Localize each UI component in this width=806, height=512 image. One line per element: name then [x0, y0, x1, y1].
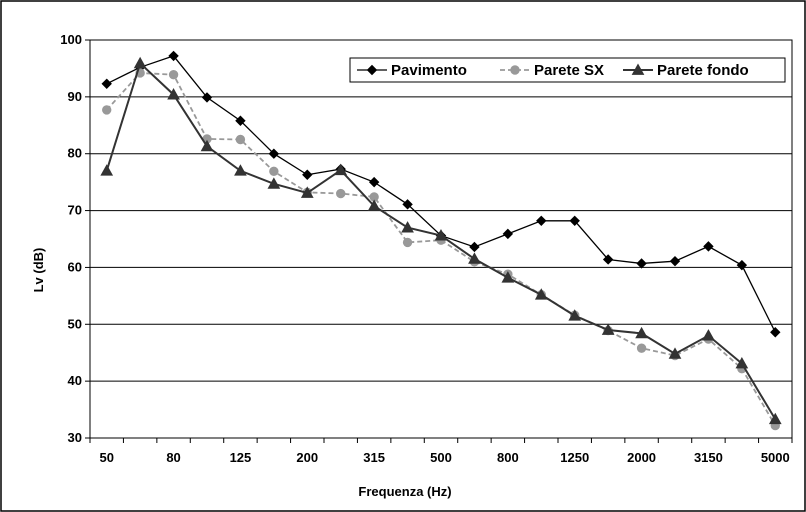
data-point-parete-fondo [334, 163, 348, 176]
data-point-parete-fondo [568, 309, 582, 321]
data-point-pavimento [669, 255, 681, 267]
data-point-parete-fondo [367, 199, 381, 211]
data-point-pavimento [235, 115, 246, 126]
x-axis-title: Frequenza (Hz) [358, 484, 451, 499]
series-group [100, 50, 782, 431]
x-tick-label: 5000 [761, 450, 790, 465]
x-tick-label: 125 [230, 450, 252, 465]
axes: 30 40 50 60 70 80 90 100 50 80 125 200 315 500 800 1250… [60, 32, 793, 465]
x-tick-label: 3150 [694, 450, 723, 465]
data-point-pavimento [703, 241, 714, 252]
data-point-parete-sx [102, 105, 112, 115]
legend-item-parete-fondo: Parete fondo [623, 62, 749, 79]
legend-label: Parete fondo [657, 62, 749, 79]
data-point-parete-fondo [668, 347, 682, 359]
x-tick-label: 1250 [560, 450, 589, 465]
data-point-parete-fondo [534, 288, 548, 300]
legend-label: Parete SX [534, 62, 604, 79]
x-tick-label: 315 [363, 450, 385, 465]
data-point-parete-sx [336, 188, 346, 199]
data-point-parete-sx [235, 134, 246, 145]
series-parete-fondo [100, 56, 782, 425]
y-tick-label: 40 [68, 373, 82, 388]
data-point-parete-sx [636, 343, 647, 353]
y-tick-label: 60 [68, 259, 82, 274]
data-point-parete-fondo [300, 186, 314, 198]
y-tick-label: 70 [68, 203, 82, 218]
x-tick-label: 50 [99, 450, 113, 465]
data-point-pavimento [602, 254, 614, 265]
x-tick-label: 500 [430, 450, 452, 465]
legend-box [349, 57, 786, 83]
data-point-parete-fondo [434, 229, 448, 241]
y-tick-label: 90 [68, 89, 82, 104]
legend-item-pavimento: Pavimento [357, 62, 467, 79]
data-point-parete-fondo [501, 271, 515, 283]
data-point-pavimento [569, 215, 580, 227]
data-point-parete-fondo [635, 326, 648, 339]
data-point-pavimento [636, 258, 647, 269]
data-point-parete-fondo [267, 177, 281, 189]
data-point-parete-fondo [768, 412, 782, 425]
data-point-parete-sx [402, 237, 413, 248]
data-point-parete-fondo [601, 323, 615, 335]
data-point-parete-sx [168, 69, 179, 80]
data-point-parete-fondo [100, 164, 114, 176]
x-tick-label: 80 [166, 450, 180, 465]
x-tick-label: 2000 [627, 450, 656, 465]
legend-label: Pavimento [391, 62, 467, 79]
data-point-parete-fondo [167, 88, 180, 100]
data-point-parete-fondo [468, 252, 481, 264]
legend: Pavimento Parete SX Parete fondo [349, 57, 786, 83]
legend-marker [366, 64, 378, 76]
data-point-pavimento [536, 215, 547, 227]
data-point-pavimento [469, 241, 480, 253]
data-point-pavimento [168, 50, 179, 62]
data-point-parete-fondo [133, 56, 147, 69]
data-point-pavimento [770, 327, 781, 338]
y-tick-label: 30 [68, 430, 82, 445]
y-tick-label: 50 [68, 316, 82, 331]
data-point-pavimento [736, 259, 748, 271]
data-point-parete-fondo [200, 139, 214, 152]
y-tick-label: 80 [68, 146, 82, 161]
data-point-parete-fondo [735, 356, 749, 369]
data-point-pavimento [368, 176, 380, 188]
data-point-pavimento [302, 169, 313, 180]
data-point-parete-fondo [702, 329, 715, 341]
data-point-pavimento [101, 78, 112, 89]
data-point-parete-fondo [234, 164, 247, 176]
x-tick-label: 200 [296, 450, 318, 465]
data-point-pavimento [201, 92, 213, 103]
data-point-pavimento [268, 148, 280, 159]
y-axis-title: Lv (dB) [31, 248, 46, 293]
data-point-parete-fondo [401, 221, 414, 233]
data-point-pavimento [402, 199, 413, 210]
legend-item-parete-sx: Parete SX [500, 62, 604, 79]
legend-marker [510, 65, 520, 75]
legend-marker [631, 63, 645, 75]
data-point-pavimento [502, 228, 514, 240]
x-tick-label: 800 [497, 450, 519, 465]
data-point-parete-sx [269, 166, 279, 177]
y-tick-label: 100 [60, 32, 82, 47]
series-line-parete-sx [106, 72, 777, 426]
